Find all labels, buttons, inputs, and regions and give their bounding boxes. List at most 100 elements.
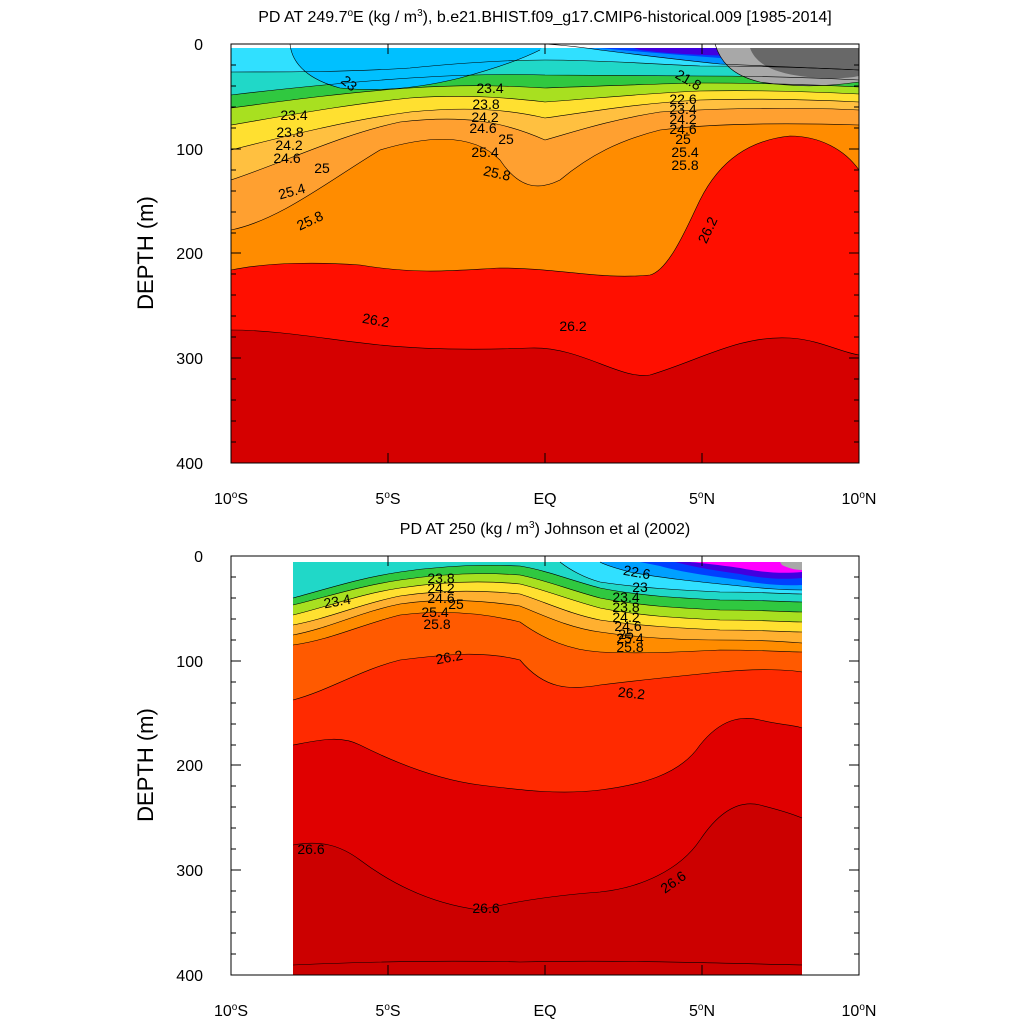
bot-xtick-5s: 5oS	[375, 1002, 400, 1020]
top-band-23-4	[231, 60, 859, 95]
bot-label-23-8b: 23.8	[612, 599, 639, 615]
bot-ytick-0: 0	[194, 549, 203, 566]
top-band-25-4	[231, 108, 859, 230]
top-xtick-eq: EQ	[533, 491, 556, 508]
top-label-25-8c: 25.8	[671, 157, 698, 173]
top-ytick-100: 100	[176, 142, 203, 159]
bot-xtick-10s: 10oS	[214, 1002, 248, 1020]
bottom-panel: PD AT 250 (kg / m3) Johnson et al (2002)	[133, 520, 876, 1020]
top-band-24-2	[231, 83, 859, 125]
top-label-n-stack-d: 24.6	[669, 121, 696, 137]
bot-ytick-200: 200	[176, 758, 203, 775]
top-xtick-5n: 5oN	[689, 490, 715, 508]
top-label-n-stack-e: 25	[675, 131, 691, 147]
bottom-axis-ticks	[230, 555, 860, 976]
top-label-23-4b: 23.4	[476, 80, 503, 96]
bot-band-25-8	[293, 612, 802, 700]
top-label-25-0a: 25	[314, 160, 330, 176]
bot-label-23-4: 23.4	[322, 591, 352, 612]
bottom-panel-title: PD AT 250 (kg / m3) Johnson et al (2002)	[400, 520, 690, 538]
bottom-y-tick-labels: 0 100 200 300 400	[176, 549, 203, 985]
bottom-contour-lines	[292, 561, 803, 966]
bot-ytick-300: 300	[176, 863, 203, 880]
top-label-23-4a: 23.4	[280, 107, 307, 123]
bot-band-26-2	[293, 654, 802, 793]
top-label-26-2a: 26.2	[361, 310, 391, 331]
top-xtick-5s: 5oS	[375, 490, 400, 508]
top-ytick-0: 0	[194, 37, 203, 54]
top-label-n-stack-b: 23.4	[669, 101, 696, 117]
bot-xtick-10n: 10oN	[842, 1002, 877, 1020]
bot-band-24-6	[293, 581, 802, 632]
bot-label-26-2a: 26.2	[434, 647, 464, 668]
bot-label-23-8: 23.8	[427, 570, 454, 586]
bot-label-23-4b: 23.4	[612, 589, 639, 605]
top-label-25-4c: 25.4	[671, 144, 698, 160]
bot-ytick-400: 400	[176, 968, 203, 985]
bottom-y-axis-label: DEPTH (m)	[133, 708, 158, 822]
bot-band-24-2	[293, 573, 802, 622]
top-label-24-2b: 24.2	[471, 109, 498, 125]
top-band-20-2	[750, 48, 859, 79]
bot-xtick-eq: EQ	[533, 1003, 556, 1020]
bot-label-24-2b: 24.2	[612, 609, 639, 625]
top-ytick-300: 300	[176, 351, 203, 368]
bot-ytick-100: 100	[176, 654, 203, 671]
top-label-24-6b: 24.6	[469, 120, 496, 136]
bot-band-26-4	[293, 718, 802, 910]
top-xtick-10s: 10oS	[214, 490, 248, 508]
top-xtick-10n: 10oN	[842, 490, 877, 508]
top-label-25-8b: 25.8	[482, 162, 512, 183]
top-band-23-min	[290, 44, 545, 90]
top-y-axis-label: DEPTH (m)	[133, 196, 158, 310]
bot-label-24-2: 24.2	[427, 580, 454, 596]
top-label-n-stack-a: 22.6	[669, 91, 696, 107]
top-label-24-2a: 24.2	[275, 137, 302, 153]
top-label-25-0b: 25	[498, 131, 514, 147]
top-label-23-8b: 23.8	[472, 96, 499, 112]
top-label-25-4b: 25.4	[471, 144, 498, 160]
bot-label-25-4a: 25.4	[421, 604, 448, 620]
top-label-25-4a: 25.4	[276, 180, 307, 203]
bot-label-25b: 25	[618, 626, 634, 642]
top-panel: PD AT 249.7oE (kg / m3), b.e21.BHIST.f09…	[133, 8, 876, 508]
top-panel-title: PD AT 249.7oE (kg / m3), b.e21.BHIST.f09…	[258, 8, 832, 26]
bot-band-26-6	[293, 803, 802, 975]
top-x-tick-labels: 10oS 5oS EQ 5oN 10oN	[214, 490, 876, 508]
top-y-tick-labels: 0 100 200 300 400	[176, 37, 203, 473]
bot-label-23: 23	[632, 579, 648, 595]
bottom-contour-fill	[293, 562, 802, 975]
top-band-25-0	[231, 99, 859, 180]
top-label-24-6a: 24.6	[273, 150, 300, 166]
bottom-x-tick-labels: 10oS 5oS EQ 5oN 10oN	[214, 1002, 876, 1020]
bot-band-21-4	[685, 562, 802, 573]
bot-label-25-4b: 25.4	[616, 630, 643, 646]
top-contour-lines	[231, 44, 859, 376]
top-label-26-2b: 26.2	[559, 318, 586, 334]
bot-label-22-6: 22.6	[622, 562, 652, 583]
top-band-26-6	[231, 330, 859, 463]
top-axis-ticks	[230, 43, 860, 464]
bot-label-24-6b: 24.6	[614, 618, 641, 634]
bot-label-25a: 25	[448, 596, 464, 612]
top-ytick-200: 200	[176, 246, 203, 263]
bot-band-23-4	[293, 562, 802, 602]
bot-label-25-8a: 25.8	[423, 616, 450, 632]
top-band-24-6	[231, 90, 859, 150]
bot-label-26-6a: 26.6	[297, 841, 324, 857]
bot-band-25-4	[293, 600, 802, 653]
top-label-23-8a: 23.8	[276, 124, 303, 140]
top-band-25-8	[231, 123, 859, 277]
top-band-26-2	[231, 136, 859, 376]
bot-label-25-8b: 25.8	[616, 639, 643, 655]
top-label-n-stack-c: 24.2	[669, 111, 696, 127]
bot-band-23-8	[293, 565, 802, 612]
top-contour-fill	[231, 44, 859, 463]
bot-label-26-2b: 26.2	[617, 684, 646, 703]
bot-band-20-6	[780, 562, 802, 570]
top-ytick-400: 400	[176, 456, 203, 473]
bot-label-26-6b: 26.6	[472, 900, 499, 916]
bot-xtick-5n: 5oN	[689, 1002, 715, 1020]
bot-label-24-6: 24.6	[427, 590, 454, 606]
